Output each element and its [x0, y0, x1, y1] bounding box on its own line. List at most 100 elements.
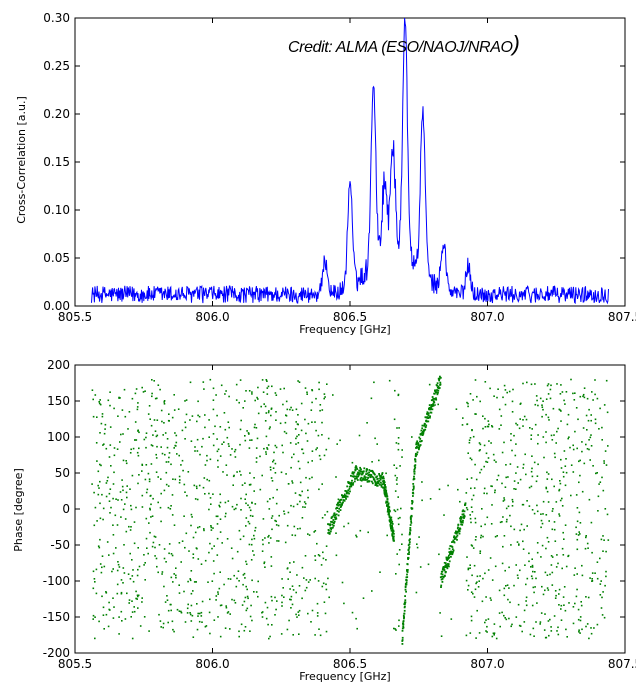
phase-point	[586, 542, 589, 545]
phase-point	[536, 475, 539, 477]
phase-point	[225, 606, 228, 609]
phase-point	[401, 456, 403, 458]
phase-point	[499, 521, 502, 524]
phase-point	[192, 553, 195, 555]
phase-point	[565, 628, 567, 631]
phase-point	[511, 400, 514, 403]
phase-point	[536, 510, 539, 513]
phase-point	[487, 420, 490, 422]
phase-point	[253, 554, 255, 556]
phase-point	[443, 514, 445, 516]
phase-point	[421, 427, 424, 430]
phase-point	[530, 575, 533, 577]
phase-point	[606, 513, 609, 516]
phase-point	[414, 464, 417, 466]
phase-point	[152, 434, 154, 436]
phase-point	[219, 426, 222, 428]
phase-point	[159, 388, 161, 391]
phase-point	[576, 538, 579, 541]
phase-point	[145, 446, 147, 449]
phase-point	[311, 460, 313, 462]
phase-point	[476, 395, 478, 398]
phase-point	[307, 422, 310, 425]
phase-point	[291, 409, 294, 411]
phase-point	[486, 516, 489, 519]
phase-point	[500, 424, 502, 426]
phase-point	[212, 493, 214, 495]
phase-point	[374, 482, 377, 484]
phase-point	[380, 481, 382, 484]
phase-point	[92, 587, 95, 590]
phase-point	[268, 542, 270, 544]
phase-point	[101, 493, 103, 496]
phase-point	[261, 550, 264, 552]
phase-point	[245, 493, 247, 496]
phase-point	[406, 569, 409, 571]
phase-point	[311, 421, 313, 423]
phase-point	[266, 380, 268, 382]
phase-point	[496, 479, 498, 481]
phase-point	[192, 590, 194, 592]
phase-point	[124, 415, 127, 418]
phase-point	[254, 503, 257, 505]
phase-point	[306, 391, 308, 394]
phase-point	[128, 525, 130, 528]
phase-point	[553, 528, 556, 531]
y-tick-label: 100	[47, 430, 70, 444]
phase-point	[197, 615, 199, 617]
phase-point	[532, 627, 535, 630]
phase-point	[323, 393, 326, 395]
phase-point	[154, 430, 157, 432]
phase-point	[101, 566, 103, 569]
phase-point	[590, 521, 593, 524]
phase-point	[105, 591, 107, 593]
phase-point	[144, 390, 146, 392]
phase-point	[321, 434, 323, 436]
phase-point	[386, 495, 389, 498]
phase-point	[184, 421, 186, 424]
phase-point	[250, 559, 253, 561]
phase-point	[265, 451, 267, 453]
phase-point	[340, 498, 343, 501]
phase-point	[98, 546, 101, 549]
phase-point	[134, 392, 137, 395]
phase-point	[441, 573, 444, 576]
phase-point	[212, 433, 215, 435]
phase-point	[151, 392, 153, 395]
phase-point	[371, 480, 373, 483]
phase-point	[471, 511, 474, 513]
phase-point	[92, 614, 95, 617]
phase-point	[356, 477, 358, 480]
phase-point	[413, 468, 416, 471]
phase-point	[485, 630, 487, 632]
phase-point	[123, 388, 126, 391]
phase-point	[495, 637, 498, 640]
phase-point	[359, 479, 362, 481]
phase-point	[440, 584, 443, 587]
phase-point	[456, 531, 459, 534]
phase-point	[505, 618, 508, 621]
phase-point	[173, 630, 175, 633]
phase-point	[560, 608, 562, 610]
phase-point	[213, 619, 216, 621]
phase-point	[294, 428, 297, 430]
phase-point	[529, 633, 532, 636]
phase-point	[144, 478, 147, 481]
phase-point	[178, 542, 181, 544]
phase-point	[248, 506, 251, 509]
phase-point	[572, 448, 575, 451]
phase-point	[493, 623, 496, 625]
phase-point	[450, 551, 453, 554]
phase-point	[208, 419, 210, 421]
phase-point	[575, 526, 577, 529]
phase-point	[445, 558, 448, 560]
phase-point	[194, 446, 196, 448]
phase-point	[263, 447, 265, 450]
phase-point	[583, 396, 586, 399]
phase-point	[246, 430, 248, 432]
phase-point	[178, 454, 180, 457]
phase-point	[487, 457, 490, 459]
phase-point	[275, 394, 278, 396]
phase-point	[160, 520, 162, 523]
phase-point	[160, 626, 162, 628]
